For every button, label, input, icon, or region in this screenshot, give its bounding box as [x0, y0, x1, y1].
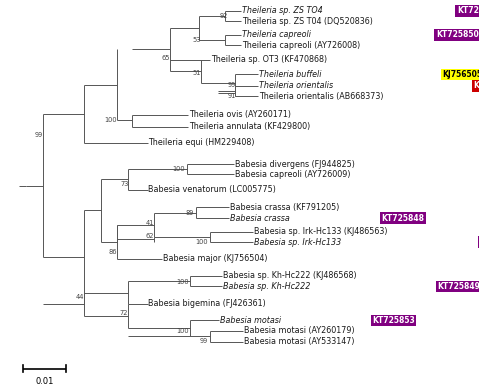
Text: Babesia motasi (AY260179): Babesia motasi (AY260179): [244, 326, 355, 335]
Text: 53: 53: [193, 37, 201, 43]
Text: 51: 51: [193, 69, 201, 76]
Text: 99: 99: [35, 132, 43, 138]
Text: 99: 99: [200, 338, 208, 344]
Text: 73: 73: [120, 181, 128, 187]
Text: Theileria capreoli: Theileria capreoli: [242, 30, 311, 39]
Text: Theileria sp. ZS T04 (DQ520836): Theileria sp. ZS T04 (DQ520836): [242, 17, 373, 26]
Text: Theileria capreoli (AY726008): Theileria capreoli (AY726008): [242, 41, 360, 50]
Text: KT725848: KT725848: [382, 213, 424, 223]
Text: KT725853: KT725853: [372, 316, 415, 325]
Text: KT725849: KT725849: [438, 282, 479, 291]
Text: Babesia sp. Irk-Hc133 (KJ486563): Babesia sp. Irk-Hc133 (KJ486563): [254, 227, 388, 236]
Text: 91: 91: [228, 93, 236, 99]
Text: Babesia capreoli (AY726009): Babesia capreoli (AY726009): [235, 170, 350, 179]
Text: 0.01: 0.01: [35, 377, 54, 386]
Text: Babesia sp. Kh-Hc222: Babesia sp. Kh-Hc222: [223, 282, 310, 291]
Text: 100: 100: [177, 328, 189, 334]
Text: Babesia major (KJ756504): Babesia major (KJ756504): [163, 254, 267, 263]
Text: Babesia venatorum (LC005775): Babesia venatorum (LC005775): [148, 185, 276, 195]
Text: Theileria ovis (AY260171): Theileria ovis (AY260171): [189, 110, 291, 119]
Text: 72: 72: [120, 310, 128, 316]
Text: 100: 100: [172, 166, 184, 172]
Text: Babesia bigemina (FJ426361): Babesia bigemina (FJ426361): [148, 299, 266, 308]
Text: 100: 100: [196, 239, 208, 245]
Text: 89: 89: [186, 210, 194, 216]
Text: 100: 100: [105, 117, 117, 124]
Text: Babesia crassa: Babesia crassa: [230, 213, 290, 223]
Text: KJ756505: KJ756505: [442, 70, 479, 79]
Text: KT725850: KT725850: [436, 30, 479, 39]
Text: 41: 41: [146, 220, 154, 226]
Text: Babesia divergens (FJ944825): Babesia divergens (FJ944825): [235, 159, 354, 169]
Text: Theileria equi (HM229408): Theileria equi (HM229408): [148, 138, 255, 147]
Text: 65: 65: [161, 55, 170, 61]
Text: Babesia motasi (AY533147): Babesia motasi (AY533147): [244, 337, 355, 346]
Text: 99: 99: [228, 82, 236, 88]
Text: 92: 92: [219, 13, 228, 19]
Text: KT725847: KT725847: [474, 81, 479, 90]
Text: Babesia crassa (KF791205): Babesia crassa (KF791205): [230, 203, 339, 212]
Text: Theileria sp. OT3 (KF470868): Theileria sp. OT3 (KF470868): [211, 55, 327, 64]
Text: Theileria annulata (KF429800): Theileria annulata (KF429800): [189, 122, 310, 131]
Text: Babesia sp. Irk-Hc133: Babesia sp. Irk-Hc133: [254, 237, 341, 247]
Text: 86: 86: [109, 249, 117, 255]
Text: Babesia sp. Kh-Hc222 (KJ486568): Babesia sp. Kh-Hc222 (KJ486568): [223, 271, 356, 281]
Text: KT725851: KT725851: [457, 6, 479, 15]
Text: Theileria orientalis (AB668373): Theileria orientalis (AB668373): [259, 91, 383, 101]
Text: Theileria orientalis: Theileria orientalis: [259, 81, 333, 90]
Text: 100: 100: [177, 279, 189, 285]
Text: Theileria sp. ZS TO4: Theileria sp. ZS TO4: [242, 6, 323, 15]
Text: 44: 44: [75, 294, 84, 300]
Text: Theileria buffeli: Theileria buffeli: [259, 70, 321, 79]
Text: 62: 62: [146, 233, 154, 239]
Text: Babesia motasi: Babesia motasi: [220, 316, 282, 325]
